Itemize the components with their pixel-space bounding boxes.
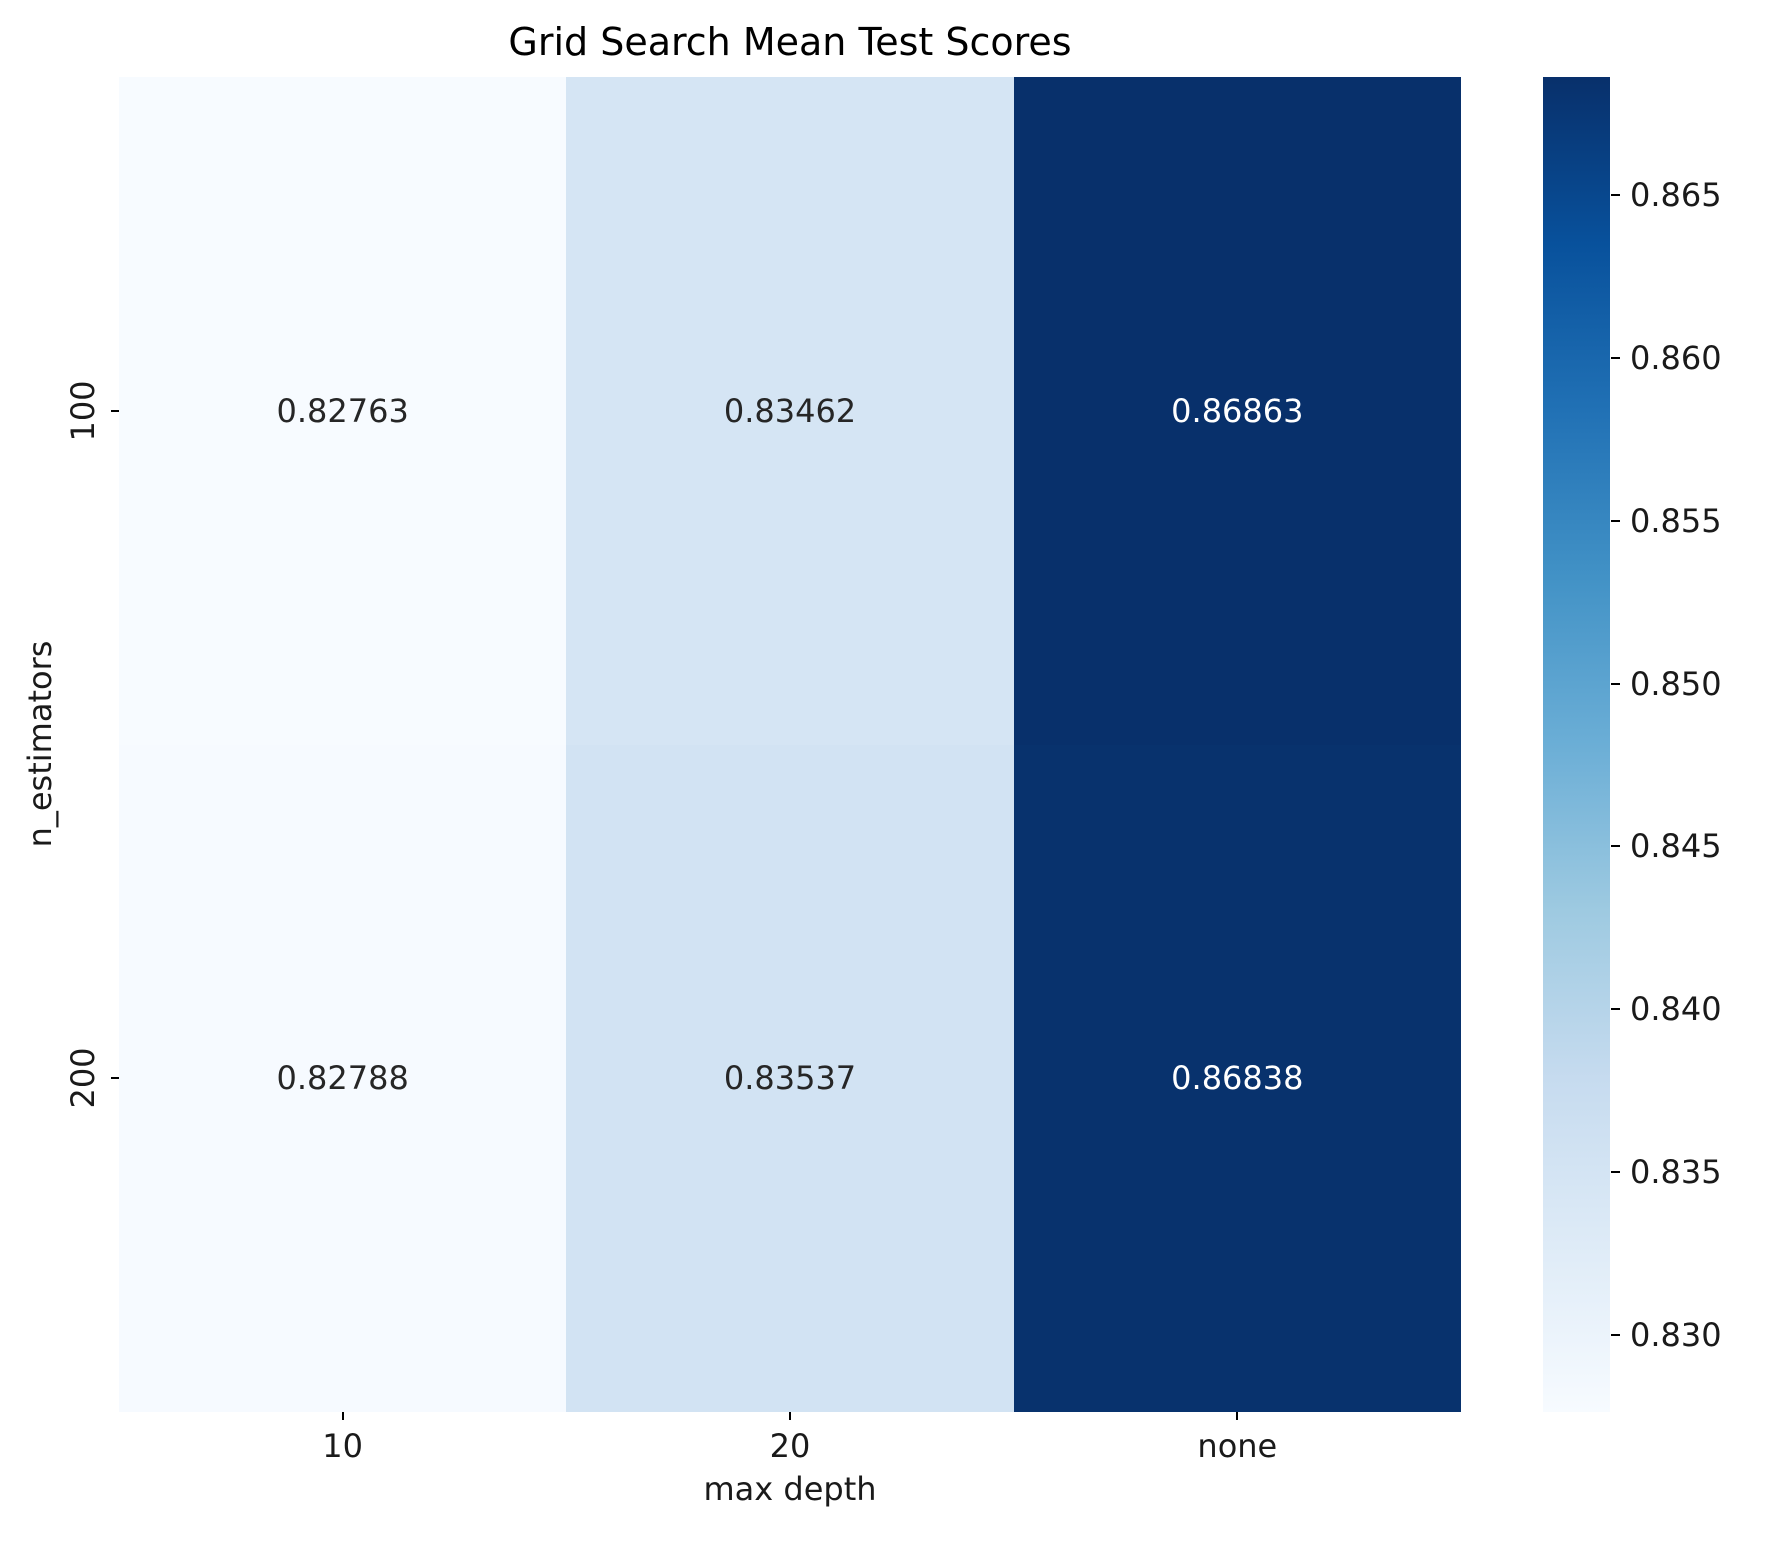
colorbar-tick-mark [1611, 1171, 1620, 1174]
y-tick-mark [111, 1077, 119, 1080]
x-axis-label: max depth [703, 1470, 877, 1508]
colorbar-tick-label: 0.830 [1630, 1315, 1722, 1354]
x-tick-mark [789, 1412, 791, 1420]
cell-value-label: 0.82788 [276, 1059, 409, 1098]
y-tick-label: 200 [64, 1047, 102, 1109]
colorbar-tick-label: 0.845 [1630, 827, 1722, 866]
colorbar-tick-mark [1611, 1008, 1620, 1011]
x-tick-label: 20 [769, 1427, 811, 1465]
colorbar-tick-mark [1611, 845, 1620, 848]
colorbar-tick-label: 0.865 [1630, 176, 1722, 215]
cell-value-label: 0.86863 [1171, 391, 1304, 430]
x-tick-mark [341, 1412, 344, 1420]
colorbar [1543, 77, 1610, 1412]
heatmap-cell: 0.86838 [1013, 744, 1461, 1412]
heatmap-cell: 0.83537 [566, 744, 1014, 1412]
cell-value-label: 0.83462 [723, 391, 857, 430]
colorbar-tick-label: 0.860 [1630, 339, 1722, 377]
y-axis-label: n_estimators [21, 640, 59, 848]
colorbar-tick-mark [1611, 194, 1620, 197]
cell-value-label: 0.86838 [1171, 1059, 1304, 1098]
x-tick-label: 10 [322, 1427, 364, 1465]
cell-value-label: 0.83537 [723, 1059, 857, 1098]
heatmap-cell: 0.83462 [566, 77, 1014, 745]
heatmap-cell: 0.82788 [119, 744, 567, 1412]
heatmap-cell: 0.82763 [119, 77, 567, 745]
colorbar-tick-label: 0.850 [1630, 664, 1722, 703]
cell-value-label: 0.82763 [276, 391, 409, 430]
x-tick-label: none [1197, 1427, 1278, 1465]
colorbar-tick-label: 0.835 [1630, 1153, 1722, 1192]
colorbar-tick-mark [1611, 1333, 1620, 1336]
chart-title: Grid Search Mean Test Scores [508, 20, 1072, 64]
colorbar-tick-mark [1611, 519, 1620, 522]
x-tick-mark [1236, 1412, 1239, 1420]
colorbar-tick-label: 0.840 [1630, 990, 1722, 1029]
heatmap-grid: 0.82763 0.83462 0.86863 0.82788 0.83537 0.868… [119, 77, 1461, 1412]
heatmap-cell: 0.86863 [1013, 77, 1461, 745]
y-tick-mark [111, 409, 119, 412]
colorbar-tick-mark [1611, 357, 1620, 359]
y-tick-label: 100 [64, 380, 102, 442]
colorbar-tick-label: 0.855 [1630, 501, 1722, 540]
colorbar-tick-mark [1611, 682, 1620, 685]
